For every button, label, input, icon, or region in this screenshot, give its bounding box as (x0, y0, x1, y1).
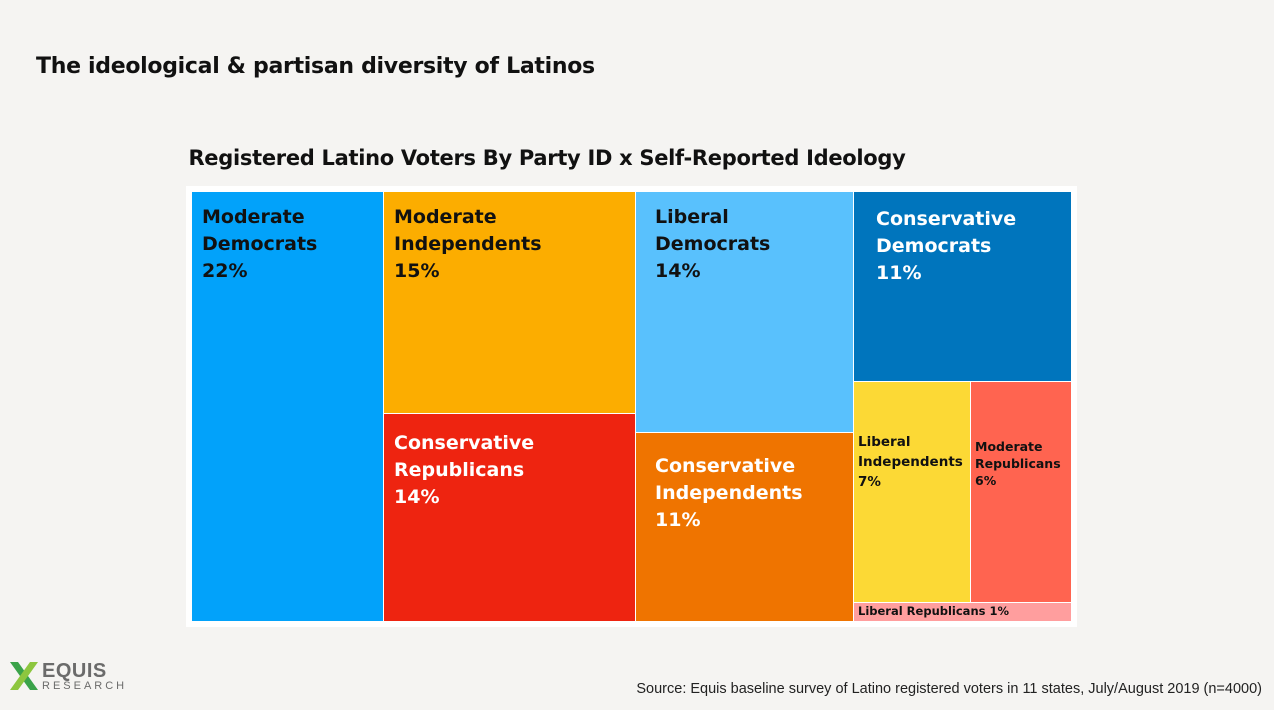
cell-label-line1: Liberal Republicans (858, 604, 986, 618)
cell-label-line2: Democrats (655, 233, 771, 255)
cell-conservative-democrats: Conservative Democrats 11% (853, 191, 1072, 382)
cell-label-line1: Conservative (655, 455, 796, 477)
cell-value-label: 11% (876, 262, 922, 284)
cell-conservative-independents: Conservative Independents 11% (635, 432, 854, 622)
cell-value-label: 14% (394, 486, 440, 508)
cell-label-line1: Liberal (655, 206, 729, 228)
source-note: Source: Equis baseline survey of Latino … (636, 681, 1262, 697)
logo-subtitle: RESEARCH (42, 680, 128, 692)
cell-moderate-independents: Moderate Independents 15% (383, 191, 636, 414)
cell-liberal-independents: Liberal Independents 7% (853, 381, 971, 603)
cell-label-line2: Independents (858, 454, 963, 470)
cell-moderate-republicans: Moderate Republicans 6% (970, 381, 1072, 603)
cell-label-line2: Independents (394, 233, 542, 255)
cell-label-line1: Moderate (202, 206, 305, 228)
cell-label-line1: Moderate (975, 439, 1043, 454)
logo-wordmark: EQUIS (42, 660, 107, 682)
cell-label-line1: Conservative (876, 208, 1017, 230)
cell-label-line2: Republicans (394, 459, 525, 481)
cell-value-label: 15% (394, 260, 440, 282)
cell-conservative-republicans: Conservative Republicans 14% (383, 413, 636, 622)
slide-title: The ideological & partisan diversity of … (36, 54, 595, 79)
cell-value-label: 22% (202, 260, 248, 282)
cell-moderate-democrats: Moderate Democrats 22% (191, 191, 384, 622)
treemap-chart: Moderate Democrats 22% Moderate Independent… (186, 186, 1077, 627)
cell-label-line2: Republicans (975, 456, 1061, 471)
cell-liberal-republicans: Liberal Republicans 1% (853, 602, 1072, 622)
cell-label-line1: Conservative (394, 432, 535, 454)
cell-value-label: 6% (975, 473, 997, 488)
cell-label-line2: Democrats (202, 233, 318, 255)
cell-value-label: 1% (989, 604, 1010, 618)
cell-value-label: 11% (655, 509, 701, 531)
cell-liberal-democrats: Liberal Democrats 14% (635, 191, 854, 433)
equis-x-icon (10, 662, 38, 690)
equis-research-logo: EQUIS RESEARCH (10, 660, 140, 696)
cell-label-line1: Liberal (858, 434, 911, 450)
cell-label-line2: Independents (655, 482, 803, 504)
chart-title: Registered Latino Voters By Party ID x S… (188, 146, 906, 170)
cell-value-label: 14% (655, 260, 701, 282)
cell-value-label: 7% (858, 474, 881, 490)
cell-label-line1: Moderate (394, 206, 497, 228)
cell-label-line2: Democrats (876, 235, 992, 257)
